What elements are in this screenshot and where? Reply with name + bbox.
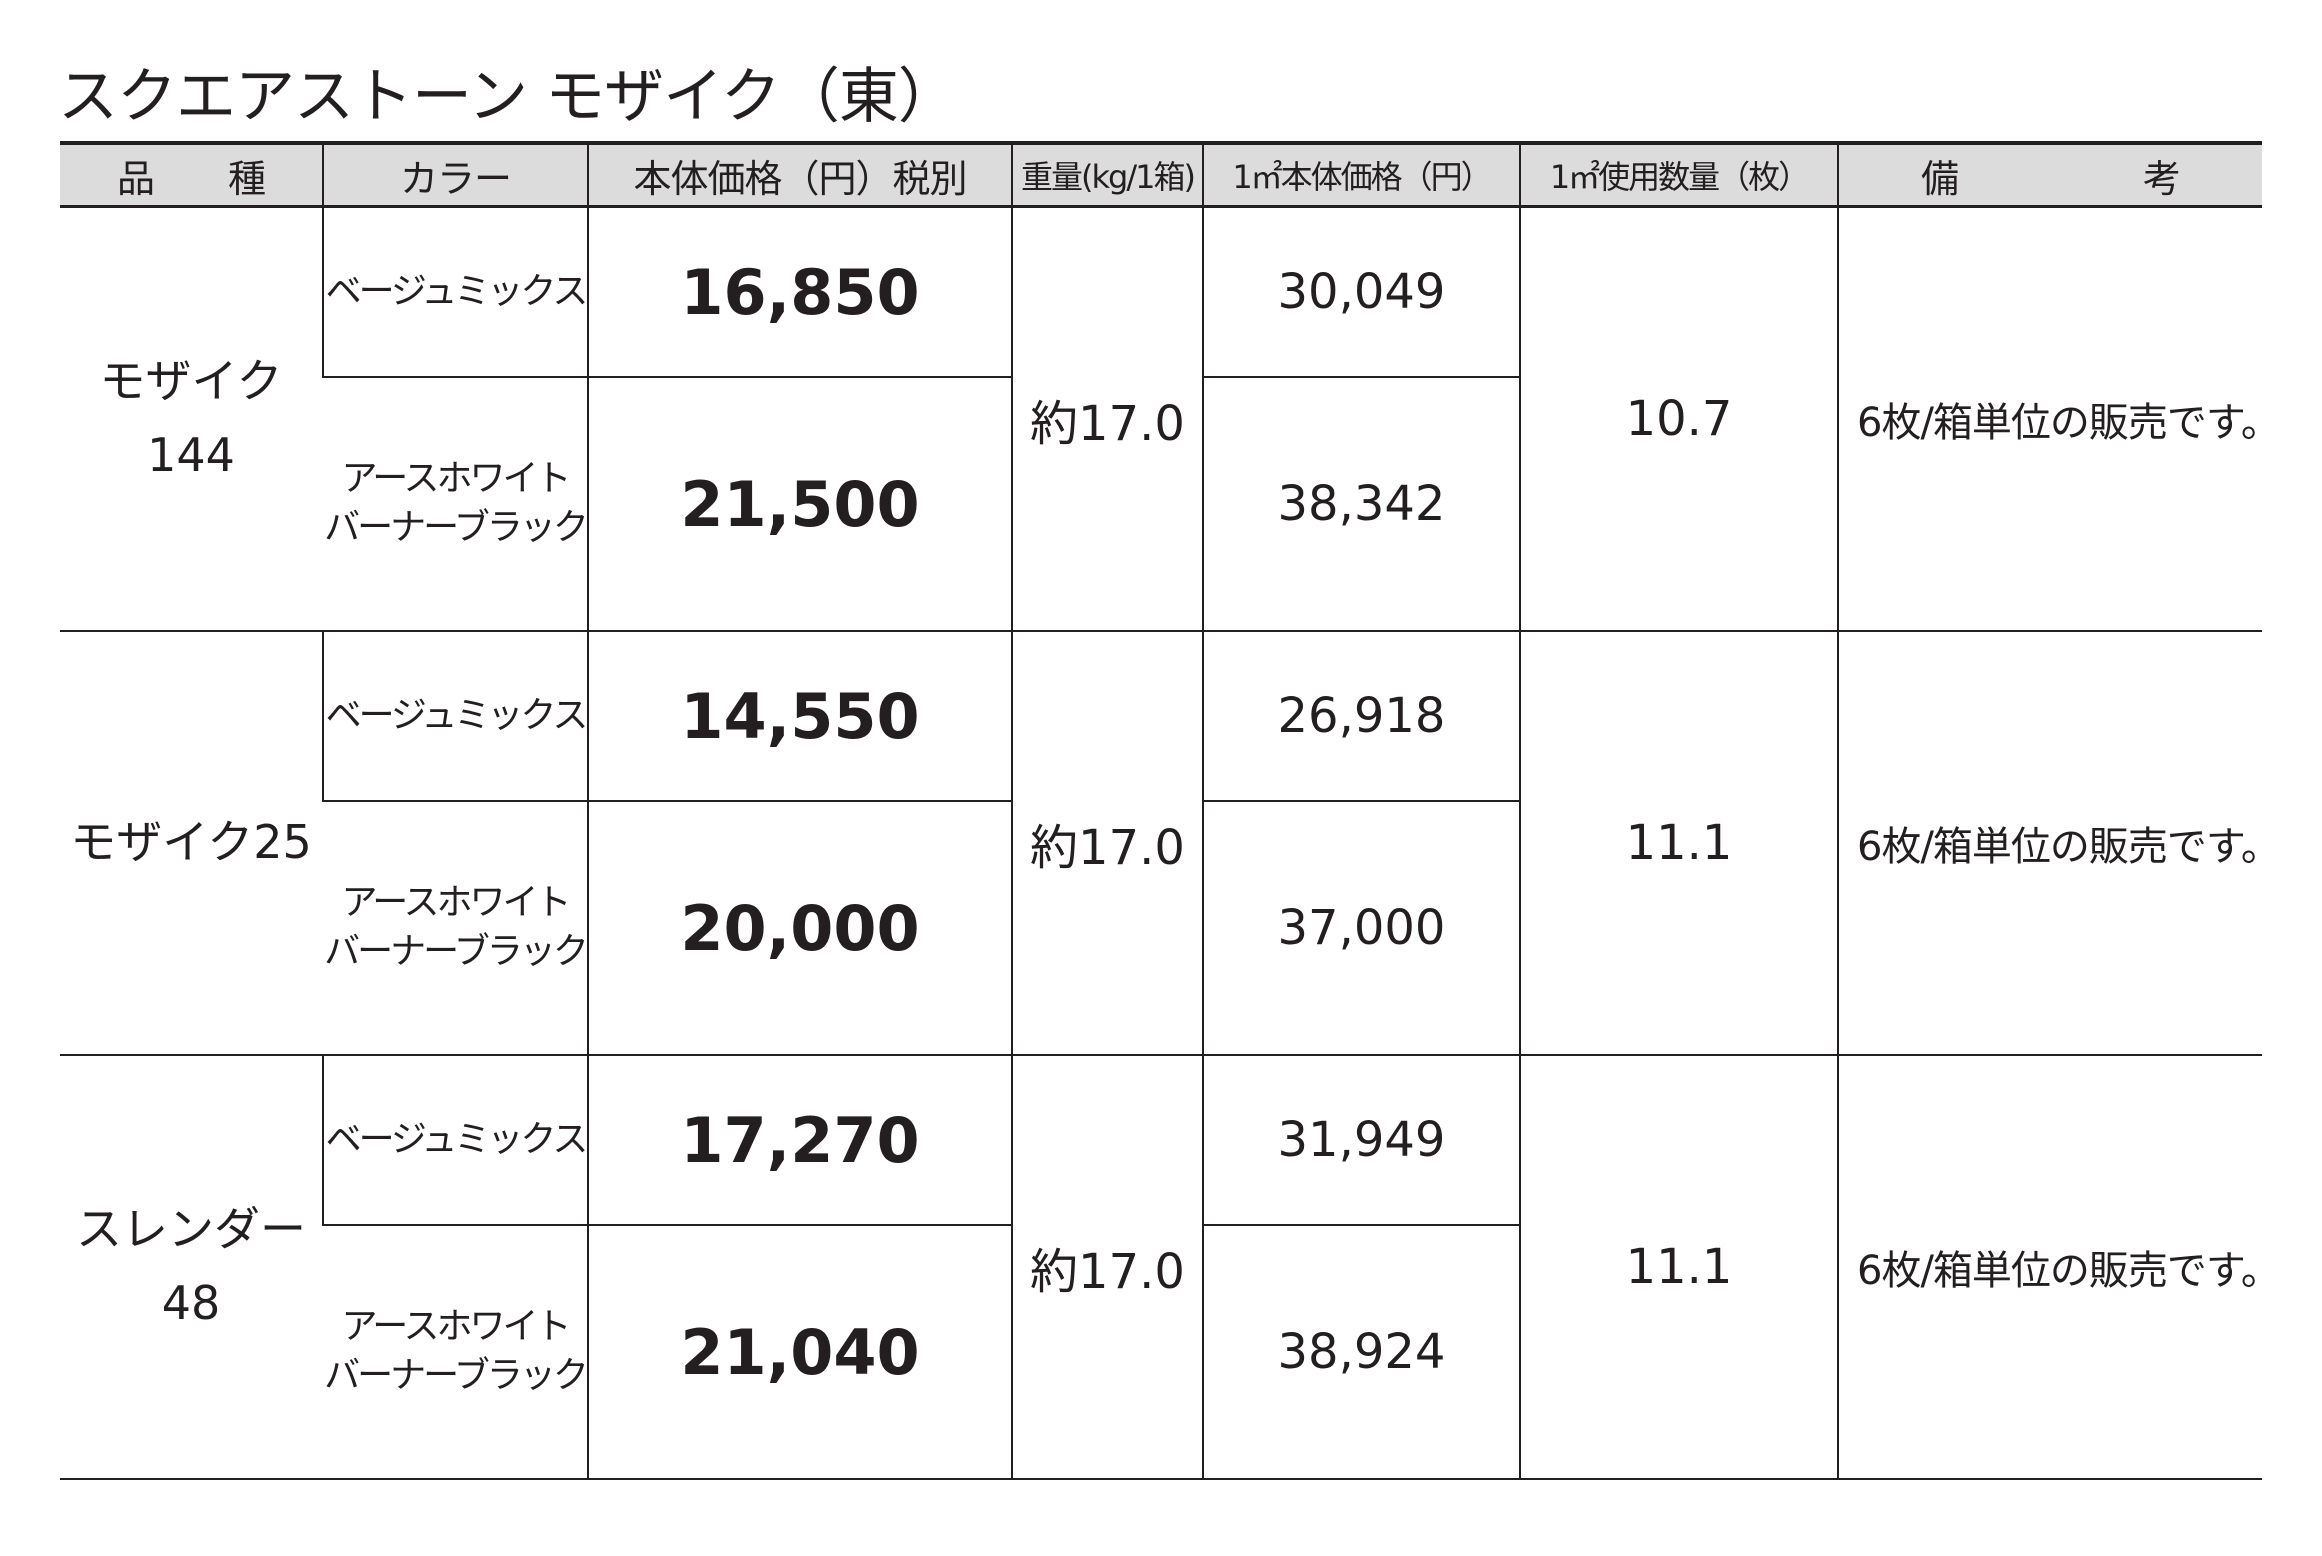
column-header: 品 種 [60,141,323,208]
price-table: 品 種カラー 本体価格（円）税別 重量(kg/1箱) 1㎡本体価格（円） 1㎡使用数量（… [60,141,2281,1480]
quantity-cell: 10.7 [1519,206,1838,632]
variety-cell: モザイク25 [60,631,323,1056]
weight-cell: 約17.0 [1011,631,1203,1056]
table-row: モザイク 144 ベージュミックス 16,850 約17.0 30,049 10.7 6枚/… [60,206,2281,632]
column-header: 備 考 [1837,141,2262,208]
column-header: 1㎡使用数量（枚） [1519,141,1838,208]
table-row: アースホワイト バーナーブラック 20,000 37,000 [60,801,2262,1056]
color-cell: アースホワイト バーナーブラック [323,377,589,632]
weight-cell: 約17.0 [1011,1055,1203,1480]
price-per-m2-cell: 30,049 [1202,206,1520,378]
color-cell: ベージュミックス [322,1055,588,1226]
price-cell: 16,850 [587,206,1012,378]
column-header: 1㎡本体価格（円） [1202,141,1520,208]
table-row: アースホワイト バーナーブラック 21,500 38,342 [60,377,2262,632]
header-row: 品 種カラー 本体価格（円）税別 重量(kg/1箱) 1㎡本体価格（円） 1㎡使用数量（… [60,141,2262,208]
variety-cell: スレンダー 48 [60,1055,323,1480]
price-per-m2-cell: 38,924 [1202,1225,1520,1480]
variety-cell: モザイク 144 [60,206,323,632]
price-cell: 20,000 [587,801,1012,1056]
color-cell: ベージュミックス [322,206,588,378]
color-cell: ベージュミックス [322,631,588,802]
weight-cell: 約17.0 [1011,206,1203,632]
price-per-m2-cell: 38,342 [1202,377,1520,632]
price-per-m2-cell: 37,000 [1202,801,1520,1056]
table-row: スレンダー 48 ベージュミックス 17,270 約17.0 31,949 11.1 6枚/… [60,1055,2281,1480]
table-row: アースホワイト バーナーブラック 21,040 38,924 [60,1225,2262,1480]
color-cell: アースホワイト バーナーブラック [323,1225,589,1480]
note-cell: 6枚/箱単位の販売です。 [1837,206,2281,632]
table-row: モザイク25 ベージュミックス 14,550 約17.0 26,918 11.1 6枚/箱単… [60,631,2281,1056]
color-cell: アースホワイト バーナーブラック [323,801,589,1056]
price-per-m2-cell: 26,918 [1202,631,1520,802]
quantity-cell: 11.1 [1519,631,1838,1056]
column-header: 本体価格（円）税別 [587,141,1012,208]
price-per-m2-cell: 31,949 [1202,1055,1520,1226]
price-cell: 21,500 [587,377,1012,632]
column-header: 重量(kg/1箱) [1011,141,1203,208]
note-cell: 6枚/箱単位の販売です。 [1837,631,2281,1056]
column-header: カラー [322,141,588,208]
price-cell: 17,270 [587,1055,1012,1226]
quantity-cell: 11.1 [1519,1055,1838,1480]
price-cell: 14,550 [587,631,1012,802]
price-cell: 21,040 [587,1225,1012,1480]
page-title: スクエアストーン モザイク（東） [58,62,958,132]
note-cell: 6枚/箱単位の販売です。 [1837,1055,2281,1480]
